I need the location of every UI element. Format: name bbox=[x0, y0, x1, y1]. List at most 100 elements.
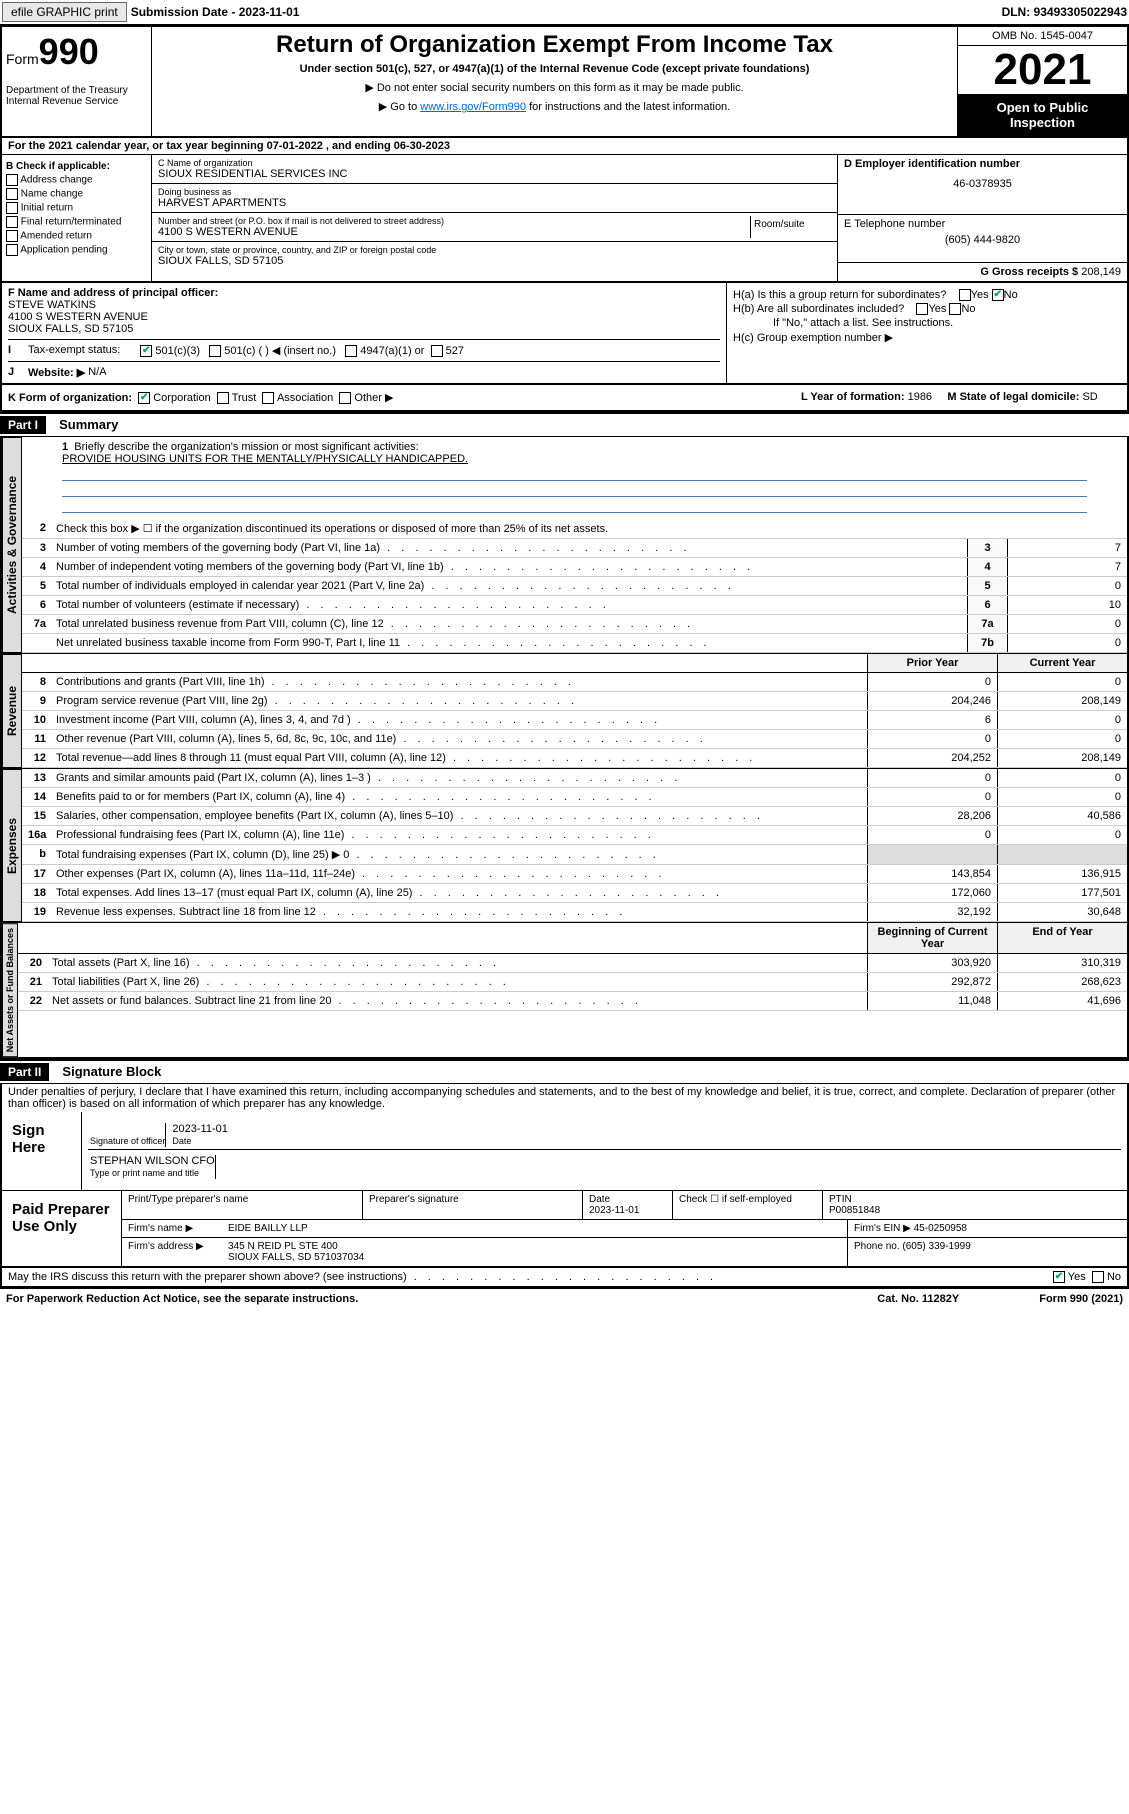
prior-value: 0 bbox=[867, 788, 997, 806]
tax-status-label: Tax-exempt status: bbox=[28, 344, 120, 357]
dba-name: HARVEST APARTMENTS bbox=[158, 197, 831, 209]
officer-addr2: SIOUX FALLS, SD 57105 bbox=[8, 323, 720, 335]
top-bar: efile GRAPHIC print Submission Date - 20… bbox=[0, 0, 1129, 25]
note-goto-post: for instructions and the latest informat… bbox=[526, 101, 730, 113]
dba-label: Doing business as bbox=[158, 187, 831, 197]
no-label: No bbox=[1107, 1271, 1121, 1283]
blank-line bbox=[62, 467, 1087, 481]
firm-addr-label: Firm's address ▶ bbox=[122, 1238, 222, 1266]
firm-name: EIDE BAILLY LLP bbox=[222, 1220, 847, 1237]
chk-assoc[interactable] bbox=[262, 392, 274, 404]
current-value: 268,623 bbox=[997, 973, 1127, 991]
section-b: B Check if applicable: Address change Na… bbox=[2, 155, 152, 281]
current-value: 0 bbox=[997, 673, 1127, 691]
city-state-zip: SIOUX FALLS, SD 57105 bbox=[158, 255, 831, 267]
current-value: 0 bbox=[997, 769, 1127, 787]
line-text: Total liabilities (Part X, line 26) bbox=[48, 973, 867, 991]
chk-final-return[interactable] bbox=[6, 216, 18, 228]
line-text: Program service revenue (Part VIII, line… bbox=[52, 692, 867, 710]
chk-501c3[interactable]: ✔ bbox=[140, 345, 152, 357]
firm-ein: 45-0250958 bbox=[914, 1223, 967, 1234]
prior-value: 0 bbox=[867, 826, 997, 844]
form-title: Return of Organization Exempt From Incom… bbox=[156, 31, 953, 59]
chk-discuss-no[interactable] bbox=[1092, 1271, 1104, 1283]
form-header: Form990 Department of the Treasury Inter… bbox=[0, 25, 1129, 138]
b-title: B Check if applicable: bbox=[6, 161, 147, 172]
chk-4947[interactable] bbox=[345, 345, 357, 357]
chk-discuss-yes[interactable]: ✔ bbox=[1053, 1271, 1065, 1283]
line-text: Other revenue (Part VIII, column (A), li… bbox=[52, 730, 867, 748]
prep-name-hdr: Print/Type preparer's name bbox=[122, 1191, 362, 1220]
line-value: 10 bbox=[1007, 596, 1127, 614]
firm-ein-label: Firm's EIN ▶ bbox=[854, 1223, 911, 1234]
prior-value: 0 bbox=[867, 730, 997, 748]
firm-addr1: 345 N REID PL STE 400 bbox=[228, 1241, 338, 1252]
current-value: 41,696 bbox=[997, 992, 1127, 1010]
line-text: Net assets or fund balances. Subtract li… bbox=[48, 992, 867, 1010]
blank-line bbox=[62, 483, 1087, 497]
yes-label: Yes bbox=[1068, 1271, 1086, 1283]
chk-527[interactable] bbox=[431, 345, 443, 357]
officer-name: STEVE WATKINS bbox=[8, 299, 720, 311]
phone-value: (605) 444-9820 bbox=[844, 234, 1121, 246]
prep-self-emp: Check ☐ if self-employed bbox=[672, 1191, 822, 1220]
chk-501c[interactable] bbox=[209, 345, 221, 357]
line-text: Total unrelated business revenue from Pa… bbox=[52, 615, 967, 633]
chk-address-change[interactable] bbox=[6, 174, 18, 186]
chk-trust[interactable] bbox=[217, 392, 229, 404]
prior-value: 11,048 bbox=[867, 992, 997, 1010]
line-box: 6 bbox=[967, 596, 1007, 614]
chk-ha-yes[interactable] bbox=[959, 289, 971, 301]
prior-value: 172,060 bbox=[867, 884, 997, 902]
h-list-note: If "No," attach a list. See instructions… bbox=[733, 317, 1121, 329]
line-box: 4 bbox=[967, 558, 1007, 576]
current-value: 136,915 bbox=[997, 865, 1127, 883]
opt-other: Other ▶ bbox=[354, 392, 393, 404]
line-text: Net unrelated business taxable income fr… bbox=[52, 634, 967, 652]
mission-text: PROVIDE HOUSING UNITS FOR THE MENTALLY/P… bbox=[62, 453, 1087, 465]
prior-value: 204,246 bbox=[867, 692, 997, 710]
prior-value: 0 bbox=[867, 769, 997, 787]
submission-date: Submission Date - 2023-11-01 bbox=[131, 5, 300, 19]
chk-corp[interactable]: ✔ bbox=[138, 392, 150, 404]
chk-initial-return[interactable] bbox=[6, 202, 18, 214]
chk-amended[interactable] bbox=[6, 230, 18, 242]
chk-app-pending[interactable] bbox=[6, 244, 18, 256]
chk-hb-no[interactable] bbox=[949, 303, 961, 315]
chk-other[interactable] bbox=[339, 392, 351, 404]
chk-hb-yes[interactable] bbox=[916, 303, 928, 315]
irs-link[interactable]: www.irs.gov/Form990 bbox=[420, 101, 526, 113]
vtab-net-assets: Net Assets or Fund Balances bbox=[2, 923, 18, 1057]
line-text: Total fundraising expenses (Part IX, col… bbox=[52, 845, 867, 864]
line-box: 3 bbox=[967, 539, 1007, 557]
tax-year: 2021 bbox=[958, 46, 1127, 94]
k-label: K Form of organization: bbox=[8, 392, 132, 404]
line-value: 7 bbox=[1007, 539, 1127, 557]
line-value: 0 bbox=[1007, 634, 1127, 652]
opt-501c3: 501(c)(3) bbox=[155, 345, 200, 357]
current-value: 208,149 bbox=[997, 692, 1127, 710]
opt-527: 527 bbox=[446, 345, 464, 357]
website-value: N/A bbox=[88, 366, 106, 379]
chk-name-change[interactable] bbox=[6, 188, 18, 200]
sig-officer-label: Signature of officer bbox=[90, 1136, 165, 1146]
chk-ha-no[interactable]: ✔ bbox=[992, 289, 1004, 301]
efile-button[interactable]: efile GRAPHIC print bbox=[2, 2, 127, 22]
current-value: 310,319 bbox=[997, 954, 1127, 972]
hb-label: H(b) Are all subordinates included? bbox=[733, 303, 904, 315]
opt-corp: Corporation bbox=[153, 392, 210, 404]
firm-name-label: Firm's name ▶ bbox=[122, 1220, 222, 1237]
addr-label: Number and street (or P.O. box if mail i… bbox=[158, 216, 750, 226]
line-box: 7a bbox=[967, 615, 1007, 633]
prep-date: 2023-11-01 bbox=[589, 1205, 639, 1216]
gross-receipts-value: 208,149 bbox=[1081, 266, 1121, 278]
opt-amended: Amended return bbox=[20, 231, 92, 242]
officer-addr1: 4100 S WESTERN AVENUE bbox=[8, 311, 720, 323]
line-text: Number of voting members of the governin… bbox=[52, 539, 967, 557]
l2-text: Check this box ▶ ☐ if the organization d… bbox=[52, 519, 1127, 538]
current-value: 0 bbox=[997, 788, 1127, 806]
col-current: Current Year bbox=[997, 654, 1127, 672]
section-a: For the 2021 calendar year, or tax year … bbox=[0, 138, 1129, 155]
state-domicile: SD bbox=[1082, 391, 1097, 403]
c-name-label: C Name of organization bbox=[158, 158, 831, 168]
